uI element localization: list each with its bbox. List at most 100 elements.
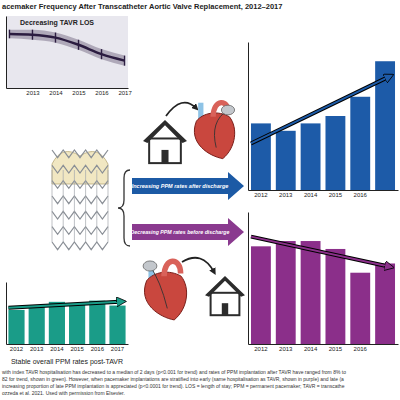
valve-strut (108, 170, 109, 242)
trend-outline (251, 77, 388, 143)
tick-label: 2012 (254, 192, 268, 198)
valve-strut (85, 170, 86, 242)
tick: 2017 (111, 346, 125, 352)
valve-strut (96, 170, 97, 242)
plot-area (9, 30, 124, 66)
house-body (149, 138, 181, 163)
tick: 2012 (254, 346, 268, 352)
caption-line: increasing proportion of late PPM implan… (2, 383, 345, 389)
bar (109, 306, 125, 344)
header-title: acemaker Frequency After Transcatheter A… (2, 2, 282, 11)
tick: 2016 (354, 346, 368, 352)
tick-label: 2013 (30, 346, 44, 352)
bar (301, 241, 321, 344)
tick: 2014 (304, 192, 318, 198)
x-axis: 2013 2014 2015 2016 2017 (7, 89, 133, 97)
heart-icon (194, 103, 234, 159)
tick: 2015 (72, 90, 86, 96)
caption-line: with index TAVR hospitalisation has decr… (2, 369, 346, 375)
bar (325, 116, 345, 190)
chart-title: Stable overall PPM rates post-TAVR (11, 358, 123, 366)
y-axis (6, 17, 7, 89)
tick: 2016 (354, 192, 368, 198)
house-door (161, 150, 168, 163)
plot-background (6, 16, 128, 88)
tick: 2013 (26, 90, 40, 96)
bar (89, 301, 105, 344)
caption-line: 82 for trend, shown in green). However, … (2, 376, 344, 382)
valve-mesh (52, 165, 108, 173)
valve-mesh (52, 150, 108, 158)
house-icon (143, 120, 187, 163)
tick-label: 2015 (329, 192, 343, 198)
tick-label: 2017 (118, 90, 132, 96)
tick-label: 2015 (70, 346, 84, 352)
arrow-label: Decreasing PPM rates before discharge (131, 229, 230, 235)
tick: 2017 (118, 90, 132, 96)
tick-label: 2016 (91, 346, 105, 352)
bar (69, 303, 85, 344)
plot-area (251, 61, 395, 190)
flow-arrow (166, 103, 196, 116)
bar (29, 307, 45, 344)
x-axis: 2012 2013 2014 2015 2016 2017 (7, 345, 129, 353)
tick: 2016 (95, 90, 109, 96)
tick-label: 2014 (50, 346, 64, 352)
axis-line (249, 344, 399, 345)
plot-area (8, 301, 125, 344)
tick: 2013 (279, 346, 293, 352)
x-axis: 20122013201420152016 (249, 191, 399, 199)
caption-line: ozzeda et al. 2021. Used with permission… (2, 390, 125, 396)
valve-mesh (52, 227, 108, 235)
tick-label: 2016 (354, 192, 368, 198)
valve-strut (74, 170, 75, 242)
heart-body (144, 272, 186, 320)
house-roof (143, 120, 187, 143)
bar (350, 97, 370, 190)
tick-label: 2017 (111, 346, 125, 352)
house-icon (205, 276, 245, 315)
bar (350, 273, 370, 344)
valve-strut (63, 170, 64, 242)
tick: 2014 (50, 346, 64, 352)
tick: 2016 (91, 346, 105, 352)
tick: 2014 (49, 90, 63, 96)
axis-line (6, 17, 7, 89)
arrow-label: Increasing PPM rates after discharge (132, 183, 229, 189)
plot-area (251, 237, 395, 344)
illustration (52, 103, 245, 320)
heart-icon (143, 261, 187, 320)
valve-mesh (52, 181, 108, 189)
chart-title: Decreasing TAVR LOS (20, 19, 94, 27)
pacemaker (221, 105, 234, 115)
tick-label: 2014 (49, 90, 63, 96)
trend-line (251, 77, 388, 143)
axis-line (7, 88, 129, 89)
error-band (9, 30, 124, 66)
valve-mesh (52, 242, 108, 250)
tick: 2012 (254, 192, 268, 198)
tick-label: 2013 (279, 346, 293, 352)
aorta (164, 261, 181, 276)
tick-label: 2012 (254, 346, 268, 352)
tick-label: 2014 (304, 192, 318, 198)
house-body (211, 293, 240, 315)
tick: 2012 (10, 346, 24, 352)
tick-label: 2016 (354, 346, 368, 352)
tick-label: 2015 (72, 90, 86, 96)
bar (251, 246, 271, 344)
tick-label: 2015 (329, 346, 343, 352)
bar (301, 123, 321, 190)
tick: 2013 (30, 346, 44, 352)
axis-line (248, 213, 249, 345)
y-axis (248, 213, 249, 345)
bar (49, 302, 65, 344)
tick: 2015 (329, 346, 343, 352)
pacemaker-lead (214, 110, 228, 148)
valve-mesh (52, 211, 108, 219)
axis-line (248, 43, 249, 191)
axis-line (6, 283, 7, 345)
house-roof (205, 276, 245, 297)
pacemaker (143, 261, 157, 271)
bar (276, 241, 296, 344)
